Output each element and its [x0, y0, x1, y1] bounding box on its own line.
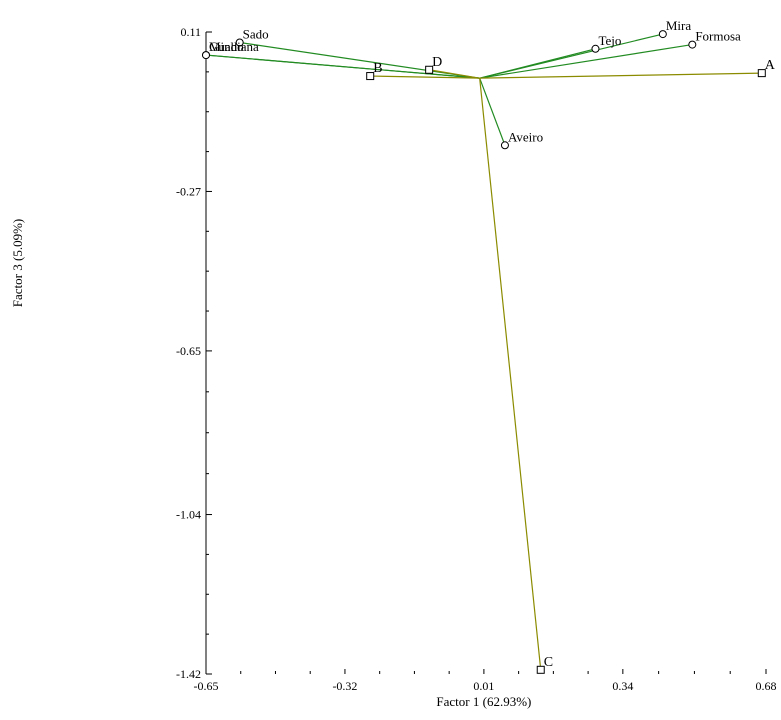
- point-label: Mira: [666, 18, 692, 33]
- x-tick-label: 0.68: [756, 679, 777, 693]
- point-label: Formosa: [695, 29, 741, 44]
- x-tick-label: -0.65: [194, 679, 219, 693]
- y-axis-label: Factor 3 (5.09%): [10, 219, 25, 307]
- x-ticks: -0.65 -0.32 0.01 0.34 0.68: [194, 669, 777, 693]
- point-label: C: [544, 655, 553, 670]
- square-marker: [757, 69, 766, 78]
- point-label: Minho: [209, 39, 244, 54]
- vector-lines: [205, 33, 762, 670]
- y-tick-label: -0.27: [176, 184, 201, 198]
- circle-marker: [658, 30, 667, 39]
- y-tick-label: -1.42: [176, 667, 201, 681]
- point-label: Guadiana: [209, 39, 259, 54]
- y-tick-label: -1.04: [176, 508, 201, 522]
- vector-line: [479, 43, 693, 79]
- y-tick-label: 0.11: [180, 25, 201, 39]
- vector-line: [370, 75, 480, 79]
- x-tick-label: -0.32: [332, 679, 357, 693]
- x-tick-label: 0.34: [612, 679, 633, 693]
- vector-line: [205, 54, 480, 79]
- vector-line: [239, 41, 480, 79]
- x-axis-label: Factor 1 (62.93%): [436, 694, 531, 709]
- square-marker: [425, 65, 434, 74]
- vector-line: [479, 33, 663, 79]
- y-ticks: 0.11 -0.27 -0.65 -1.04 -1.42: [176, 25, 212, 681]
- circle-marker: [500, 141, 509, 150]
- point-label: A: [765, 58, 776, 73]
- point-label: Sado: [243, 26, 269, 41]
- vector-line: [479, 72, 762, 79]
- vector-line: [479, 78, 542, 670]
- y-tick-label: -0.65: [176, 344, 201, 358]
- circle-marker: [688, 40, 697, 49]
- circle-marker: [202, 51, 210, 60]
- vector-line: [429, 69, 480, 79]
- circle-marker: [591, 44, 600, 53]
- circle-marker: [235, 38, 244, 47]
- x-tick-label: 0.01: [473, 679, 494, 693]
- point-label: Tejo: [598, 33, 621, 48]
- square-marker: [536, 665, 545, 674]
- point-label: Aveiro: [508, 129, 543, 144]
- square-marker: [366, 72, 375, 81]
- vector-line: [479, 77, 506, 146]
- point-label: D: [432, 55, 442, 70]
- point-label: B: [373, 61, 382, 76]
